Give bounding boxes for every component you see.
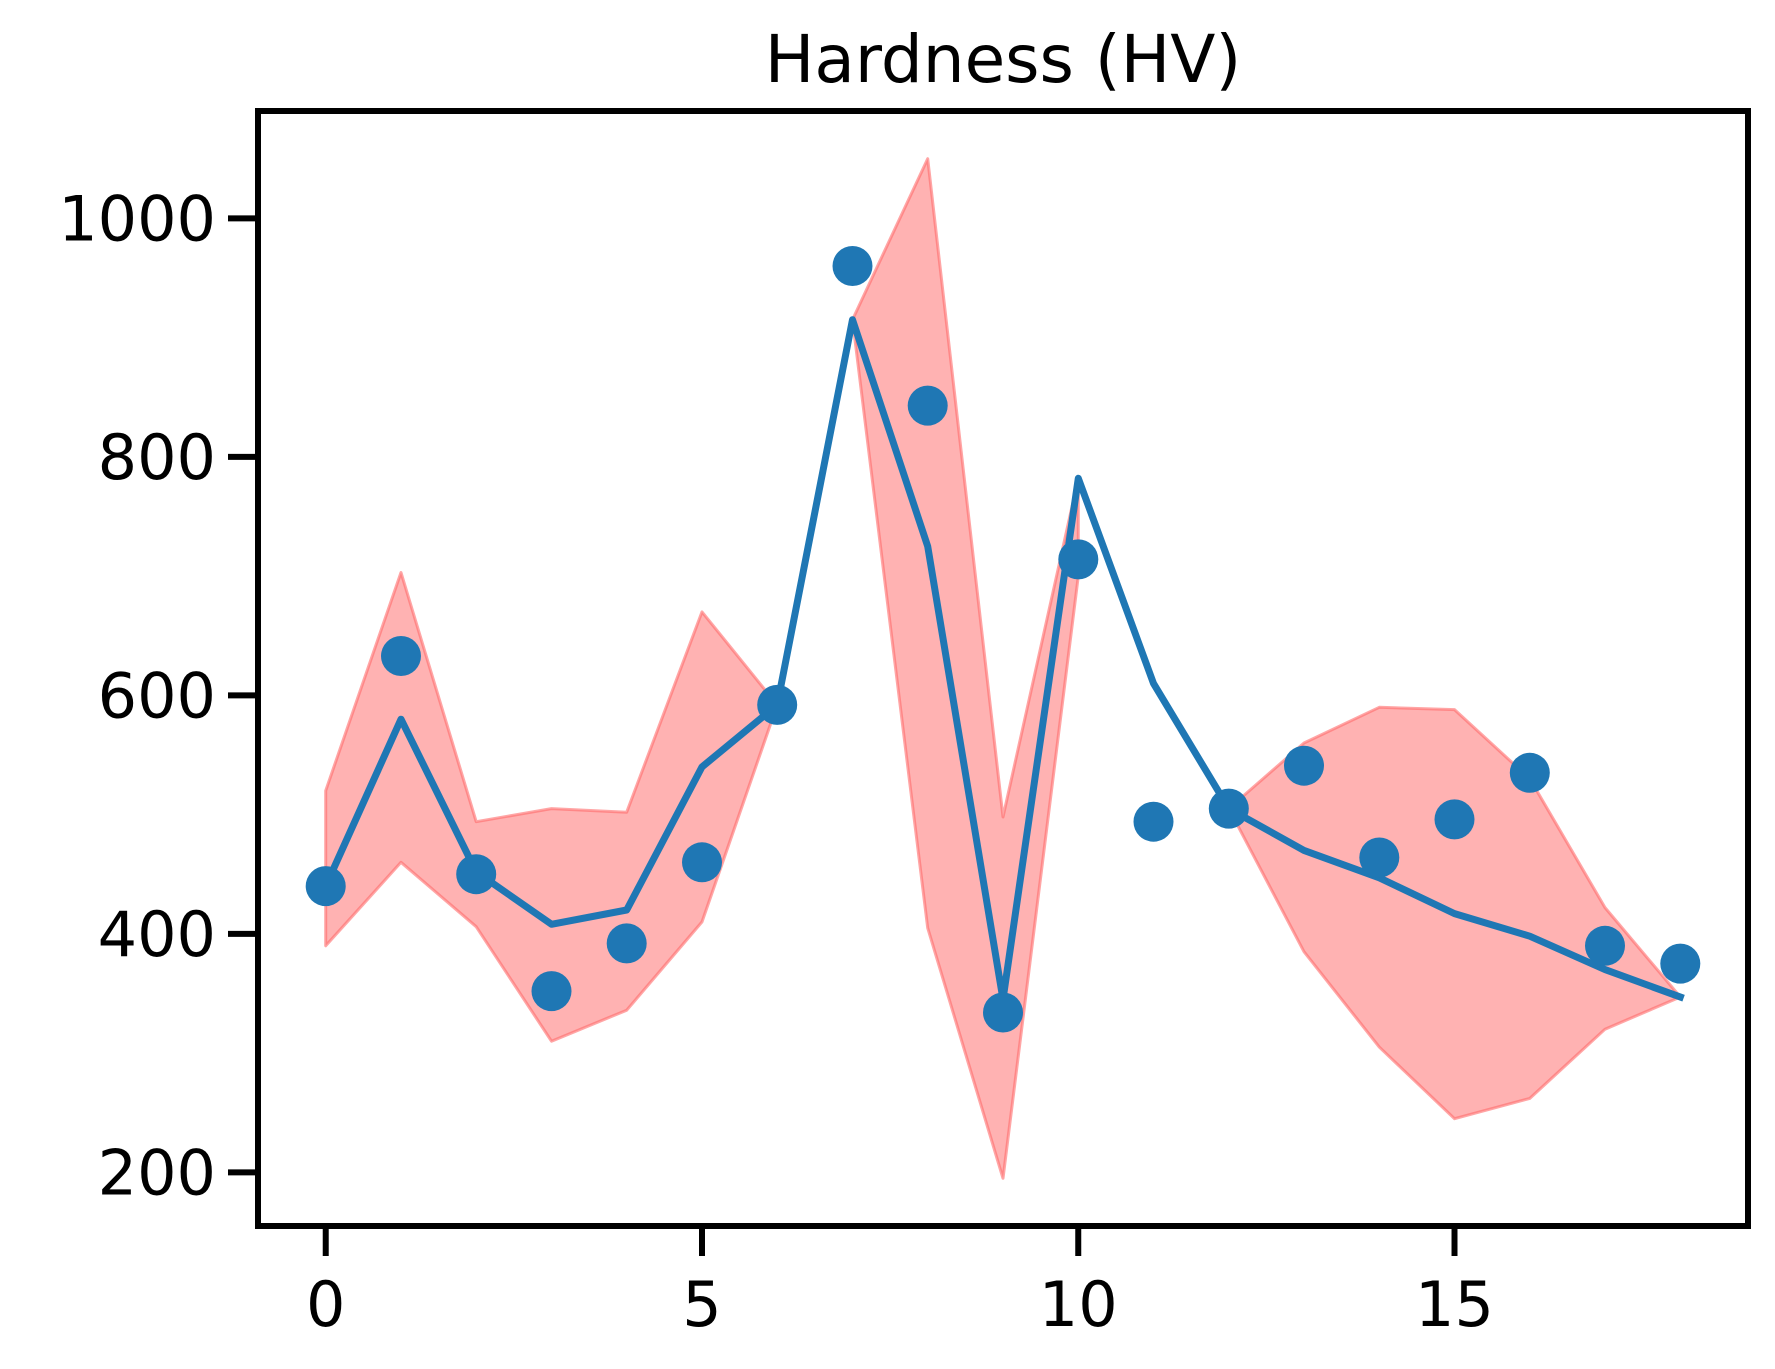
data-point-11	[1133, 801, 1174, 842]
data-point-14	[1359, 837, 1400, 878]
data-point-12	[1208, 788, 1249, 829]
x-tick-label-0: 0	[306, 1268, 345, 1341]
measured-points-layer	[305, 246, 1701, 1033]
data-point-4	[606, 923, 647, 964]
data-point-2	[456, 854, 497, 895]
x-tick-label-15: 15	[1415, 1268, 1494, 1341]
chart-title: Hardness (HV)	[765, 21, 1241, 98]
y-tick-label-1000: 1000	[58, 182, 216, 255]
data-point-1	[381, 636, 421, 676]
data-point-7	[832, 246, 873, 286]
data-point-17	[1585, 925, 1625, 966]
y-tick-label-200: 200	[98, 1136, 216, 1209]
x-tick-label-10: 10	[1039, 1268, 1118, 1341]
x-axis-ticks: 0 5 10 15	[306, 1226, 1494, 1341]
data-point-6	[757, 684, 798, 725]
data-point-9	[983, 992, 1023, 1033]
data-point-0	[305, 866, 346, 907]
data-point-16	[1509, 752, 1550, 793]
y-tick-label-600: 600	[98, 659, 216, 732]
data-point-15	[1434, 799, 1475, 840]
data-point-3	[531, 971, 572, 1012]
data-point-8	[907, 385, 948, 426]
x-tick-label-5: 5	[682, 1268, 721, 1341]
plot-frame	[255, 108, 1751, 1229]
data-point-10	[1058, 539, 1099, 580]
y-tick-label-400: 400	[98, 898, 216, 971]
data-point-13	[1284, 745, 1324, 786]
data-point-18	[1660, 943, 1701, 984]
y-tick-label-800: 800	[98, 421, 216, 494]
data-point-5	[682, 842, 722, 883]
y-axis-ticks: 200 400 600 800 1000	[58, 182, 258, 1209]
